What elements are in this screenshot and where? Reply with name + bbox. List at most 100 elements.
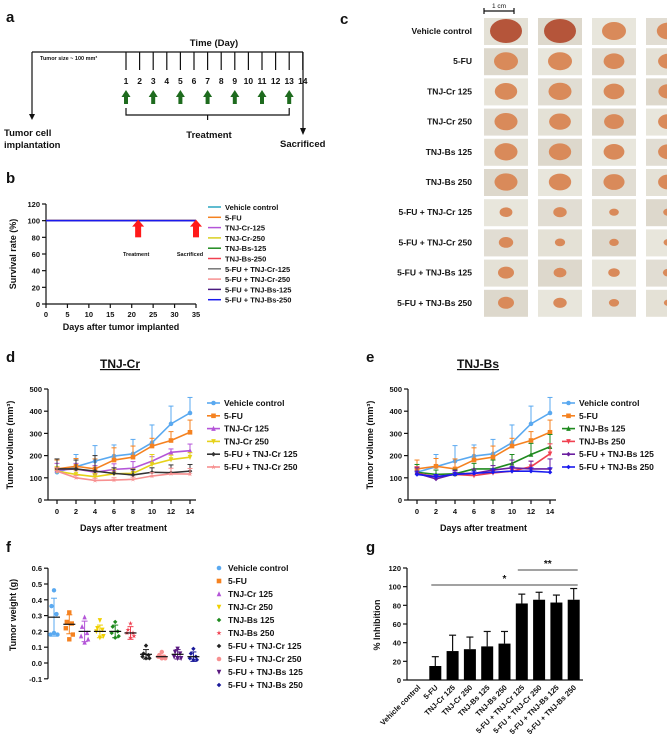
legend-label: 5-FU + TNJ-Bs-125 xyxy=(225,285,291,294)
y-tick-label: 0 xyxy=(398,496,402,505)
day-label: 1 xyxy=(124,76,129,86)
data-point xyxy=(547,429,553,435)
data-point xyxy=(51,630,57,636)
y-tick-label: 0.6 xyxy=(32,564,42,573)
bar xyxy=(463,649,476,680)
data-point xyxy=(414,472,420,477)
tumor-sample xyxy=(603,53,625,69)
day-label: 5 xyxy=(178,76,183,86)
legend-label: TNJ-Bs 250 xyxy=(228,628,275,638)
data-point xyxy=(78,633,84,639)
treatment-bracket xyxy=(125,108,290,120)
legend-label: Vehicle control xyxy=(224,398,284,408)
legend-marker xyxy=(216,604,222,610)
legend-marker xyxy=(566,425,571,431)
x-tick-label: 20 xyxy=(128,310,136,319)
panel-label-d: d xyxy=(6,349,15,366)
data-point xyxy=(471,457,477,463)
x-axis-label: Days after treatment xyxy=(80,523,167,533)
y-tick-label: 40 xyxy=(32,267,40,276)
data-point xyxy=(191,646,196,651)
data-point xyxy=(194,657,200,663)
data-point xyxy=(54,468,60,474)
chart-title: TNJ-Cr xyxy=(100,357,140,371)
tumor-sample xyxy=(603,144,625,160)
tumor-sample xyxy=(499,207,513,217)
legend-marker xyxy=(566,464,571,470)
y-axis-label: Tumor volume (mm³) xyxy=(365,401,375,490)
x-tick-label: 6 xyxy=(472,507,476,516)
data-point xyxy=(187,447,193,454)
tumor-sample xyxy=(549,113,571,130)
arrow-head xyxy=(230,90,240,97)
y-tick-label: 500 xyxy=(29,385,42,394)
legend-label: 5-FU xyxy=(225,213,242,222)
tumor-sample xyxy=(498,296,514,309)
significance-label: ** xyxy=(544,559,552,570)
x-tick-label: 2 xyxy=(74,507,78,516)
legend-label: 5-FU + TNJ-Cr 250 xyxy=(228,654,302,664)
implant-label-1: Tumor cell xyxy=(4,128,51,139)
series-line xyxy=(56,412,191,474)
x-tick-label: 12 xyxy=(167,507,175,516)
data-point xyxy=(63,626,68,631)
y-axis-label: Tumor weight (g) xyxy=(8,579,18,651)
series-line xyxy=(416,431,551,470)
x-tick-label: 4 xyxy=(453,507,458,516)
x-tick-label: 30 xyxy=(170,310,178,319)
data-point xyxy=(70,632,75,637)
tumor-sample xyxy=(662,268,667,277)
x-tick-label: 10 xyxy=(85,310,93,319)
data-point xyxy=(113,635,118,640)
x-tick-label: 5 xyxy=(65,310,69,319)
data-point xyxy=(149,473,155,479)
legend-marker xyxy=(210,464,217,470)
legend-label: 5-FU + TNJ-Cr-250 xyxy=(225,275,290,284)
legend-label: 5-FU + TNJ-Cr 125 xyxy=(224,449,298,459)
data-point xyxy=(188,651,194,656)
tumor-photo xyxy=(646,138,667,166)
tumor-sample xyxy=(548,82,572,101)
data-point xyxy=(187,429,193,435)
tumor-sample xyxy=(494,52,518,71)
data-point xyxy=(79,623,85,629)
data-point xyxy=(187,410,193,416)
day-label: 6 xyxy=(192,76,197,86)
y-axis-label: Survival rate (%) xyxy=(8,219,18,290)
panel-label-e: e xyxy=(366,349,374,366)
y-tick-label: 200 xyxy=(389,452,402,461)
data-point xyxy=(130,454,136,460)
data-point xyxy=(172,649,178,655)
x-tick-label: 25 xyxy=(149,310,157,319)
legend-label: 5-FU + TNJ-Cr-125 xyxy=(225,265,290,274)
data-point xyxy=(100,627,105,633)
day-label: 12 xyxy=(271,76,281,86)
data-point xyxy=(48,632,53,637)
y-tick-label: 0.4 xyxy=(32,596,43,605)
tumor-photo xyxy=(646,78,667,106)
y-tick-label: 100 xyxy=(29,474,42,483)
data-point xyxy=(85,636,91,642)
tumor-sample xyxy=(490,19,522,43)
tumor-sample xyxy=(658,53,667,69)
tumor-sample xyxy=(494,143,518,161)
tumor-sample xyxy=(498,237,514,248)
legend-label: TNJ-Cr 250 xyxy=(224,436,269,446)
y-tick-label: 0 xyxy=(38,496,42,505)
x-tick-label: 2 xyxy=(434,507,438,516)
data-point xyxy=(54,611,59,617)
y-tick-label: 20 xyxy=(32,283,40,292)
x-tick-label: 8 xyxy=(491,507,495,516)
y-tick-label: 0.2 xyxy=(32,627,42,636)
legend-marker xyxy=(211,425,216,431)
chart-title: TNJ-Bs xyxy=(457,357,499,371)
tumor-photo xyxy=(646,289,667,317)
y-tick-label: 80 xyxy=(32,233,40,242)
data-point xyxy=(168,457,174,463)
legend-marker xyxy=(216,643,222,649)
data-point xyxy=(143,643,149,648)
y-tick-label: 200 xyxy=(29,452,42,461)
data-point xyxy=(92,474,98,480)
annotation-label: Treatment xyxy=(123,252,149,258)
day-label: 4 xyxy=(164,76,169,86)
